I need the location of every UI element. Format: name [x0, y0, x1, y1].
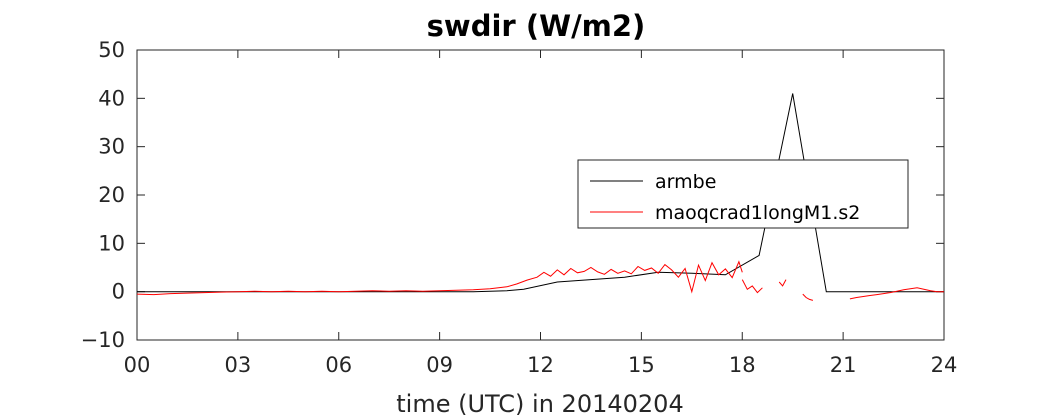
series-line-segment	[849, 287, 944, 300]
x-tick-label: 09	[426, 353, 453, 377]
y-tick-label: 0	[112, 280, 125, 304]
x-tick-label: 24	[931, 353, 958, 377]
series-line-segment	[136, 260, 743, 296]
x-tick-label: 00	[124, 353, 151, 377]
series-line-segment	[778, 279, 787, 287]
x-tick-label: 03	[225, 353, 252, 377]
chart-title: swdir (W/m2)	[427, 9, 646, 43]
x-tick-label: 06	[325, 353, 352, 377]
legend-label-maoqcrad1longM1-s2: maoqcrad1longM1.s2	[655, 202, 860, 224]
y-tick-label: 30	[98, 135, 125, 159]
x-axis-label: time (UTC) in 20140204	[396, 390, 683, 417]
y-tick-label: 40	[98, 86, 125, 110]
legend-label-armbe: armbe	[655, 171, 716, 193]
series-line-segment	[741, 279, 763, 294]
legend-box	[577, 159, 909, 229]
x-tick-label: 12	[527, 353, 554, 377]
y-tick-label: 50	[98, 38, 125, 62]
legend: armbe maoqcrad1longM1.s2	[577, 159, 909, 229]
y-tick-label: 10	[98, 231, 125, 255]
series-maoqcrad1longM1.s2	[136, 260, 944, 301]
x-tick-label: 18	[729, 353, 756, 377]
x-tick-label: 15	[628, 353, 655, 377]
y-tick-label: −10	[81, 328, 125, 352]
x-tick-label: 21	[830, 353, 857, 377]
y-tick-label: 20	[98, 183, 125, 207]
series-line-segment	[802, 293, 814, 301]
